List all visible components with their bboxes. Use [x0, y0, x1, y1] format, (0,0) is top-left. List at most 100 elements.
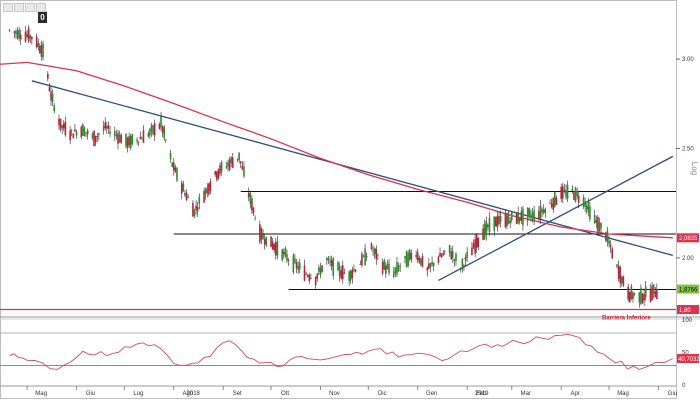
candle-body — [15, 30, 17, 35]
x-tick-label: Giu — [668, 391, 677, 397]
candle-body — [314, 276, 317, 286]
candle-body — [286, 254, 288, 261]
candle-body — [584, 201, 586, 207]
barrier-value-tag-bg — [677, 305, 699, 315]
toolbar-button-4[interactable] — [36, 3, 46, 12]
candle-body — [24, 31, 27, 42]
osc-value-tag-bg — [677, 354, 699, 364]
candle-body — [16, 30, 19, 39]
candle-body — [641, 293, 644, 303]
trendline — [438, 155, 674, 282]
x-tick-label: Dic — [378, 391, 387, 397]
candle-body — [91, 133, 94, 139]
candle-body — [85, 132, 87, 134]
candle-body — [361, 253, 363, 266]
candle-body — [609, 244, 612, 248]
candle-body — [8, 29, 11, 31]
candle-body — [305, 273, 307, 275]
candle-body — [228, 159, 231, 171]
candle-body — [407, 253, 409, 266]
candle-body — [35, 36, 38, 48]
candle-body — [292, 255, 295, 273]
candle-body — [118, 134, 121, 143]
candle-body — [549, 202, 551, 204]
osc-y-tick-label: 0 — [682, 383, 686, 389]
candle-body — [275, 242, 277, 256]
candle-body — [526, 207, 529, 221]
candle-body — [377, 254, 379, 256]
candle-body — [209, 181, 212, 191]
candle-body — [158, 124, 161, 129]
candle-body — [638, 292, 641, 303]
candle-body — [652, 284, 655, 294]
candle-body — [418, 257, 421, 263]
candle-body — [426, 267, 429, 271]
candle-body — [238, 152, 240, 161]
candle-body — [61, 125, 63, 129]
toolbar-button-2[interactable] — [14, 3, 24, 12]
candle-body — [62, 123, 65, 129]
toolbar-button-3[interactable] — [25, 3, 35, 12]
osc-y-tick-label: 100 — [682, 318, 693, 324]
candle-body — [308, 274, 311, 282]
candle-body — [587, 200, 590, 213]
candle-body — [195, 205, 197, 210]
candle-body — [439, 253, 441, 257]
candle-body — [397, 265, 400, 272]
candle-body — [53, 104, 56, 112]
candle-body — [362, 255, 365, 257]
candle-body — [399, 265, 401, 267]
candle-body — [644, 286, 647, 298]
candle-body — [404, 256, 406, 259]
candle-body — [595, 220, 598, 223]
candle-body — [597, 216, 599, 232]
x-tick-label: Giu — [86, 391, 95, 397]
y-tick-label: 3.00 — [682, 57, 694, 63]
candle-body — [420, 258, 422, 266]
candle-body — [448, 244, 451, 253]
candle-body — [321, 265, 323, 273]
candle-body — [542, 209, 545, 214]
candle-body — [370, 243, 373, 250]
candle-body — [515, 213, 518, 224]
candle-body — [153, 123, 156, 136]
candle-body — [174, 167, 177, 173]
x-tick-label: Apr — [571, 391, 580, 397]
candle-body — [563, 189, 566, 192]
candle-body — [316, 273, 319, 279]
candle-body — [141, 138, 143, 140]
candle-body — [271, 241, 274, 250]
candle-body — [260, 228, 263, 240]
candle-body — [70, 130, 73, 132]
toolbar-button-1[interactable] — [3, 3, 13, 12]
candle-body — [113, 131, 116, 137]
candle-body — [74, 129, 76, 132]
candle-body — [206, 187, 209, 194]
candle-body — [58, 118, 60, 126]
candle-body — [539, 205, 542, 220]
candle-body — [560, 186, 563, 200]
candle-body — [276, 241, 279, 256]
candle-body — [471, 247, 473, 256]
candle-body — [131, 134, 134, 145]
candle-body — [231, 157, 234, 168]
candle-body — [214, 171, 217, 175]
candle-body — [137, 141, 140, 143]
candle-body — [396, 261, 398, 275]
candle-body — [72, 133, 75, 139]
candle-body — [593, 215, 596, 223]
candle-body — [165, 139, 167, 141]
candle-body — [442, 252, 445, 256]
candle-body — [605, 232, 607, 241]
candle-body — [522, 208, 524, 226]
candle-body — [510, 211, 513, 221]
candle-body — [620, 277, 623, 284]
candle-body — [239, 161, 242, 164]
candle-body — [633, 293, 636, 295]
y-tick-label: 2.00 — [682, 256, 694, 262]
candle-body — [444, 250, 446, 252]
candle-body — [499, 215, 502, 222]
candle-body — [31, 36, 33, 40]
toolbar-counter-badge: 0 — [38, 12, 47, 23]
